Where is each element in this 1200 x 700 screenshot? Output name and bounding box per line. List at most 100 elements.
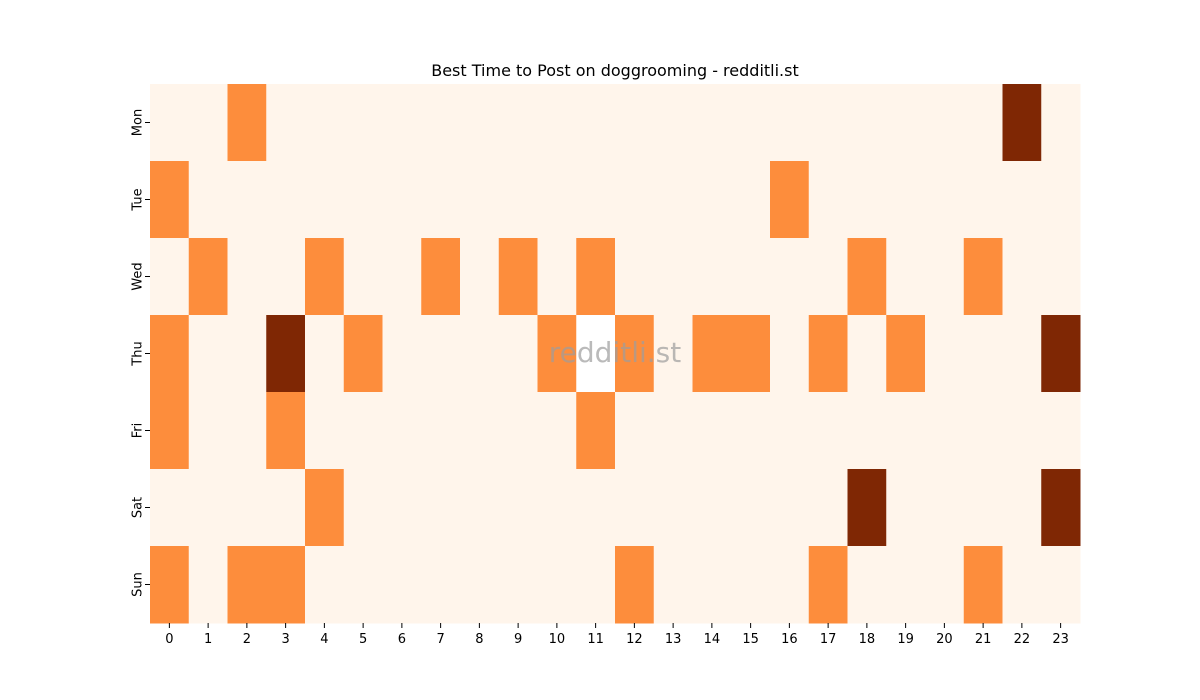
heatmap-cell-thu-4 xyxy=(305,315,345,393)
heatmap-cell-wed-3 xyxy=(266,238,306,316)
heatmap-cell-sat-16 xyxy=(770,469,810,547)
heatmap-cell-tue-17 xyxy=(808,161,848,239)
heatmap-cell-sat-0 xyxy=(150,469,190,547)
heatmap-cell-sun-13 xyxy=(653,546,693,624)
heatmap-cell-mon-2 xyxy=(227,84,267,162)
heatmap-cell-thu-23 xyxy=(1041,315,1081,393)
heatmap-cell-mon-20 xyxy=(925,84,965,162)
heatmap-cell-mon-19 xyxy=(886,84,926,162)
heatmap-cell-thu-5 xyxy=(343,315,383,393)
heatmap-cell-tue-11 xyxy=(576,161,616,239)
heatmap-cell-sun-7 xyxy=(421,546,461,624)
heatmap-cell-mon-16 xyxy=(770,84,810,162)
y-tick-label: Sat xyxy=(131,497,146,518)
heatmap-cell-sat-1 xyxy=(188,469,228,547)
heatmap-cell-mon-8 xyxy=(460,84,500,162)
heatmap-cell-sun-20 xyxy=(925,546,965,624)
heatmap-cell-thu-19 xyxy=(886,315,926,393)
watermark: redditli.st xyxy=(549,336,681,369)
heatmap-cell-wed-6 xyxy=(382,238,422,316)
heatmap-cell-wed-16 xyxy=(770,238,810,316)
heatmap-cell-sun-6 xyxy=(382,546,422,624)
heatmap-cell-sat-3 xyxy=(266,469,306,547)
heatmap-cell-fri-20 xyxy=(925,392,965,470)
heatmap-cell-fri-14 xyxy=(692,392,732,470)
heatmap-cell-tue-1 xyxy=(188,161,228,239)
heatmap-cell-fri-3 xyxy=(266,392,306,470)
heatmap-cell-sun-8 xyxy=(460,546,500,624)
heatmap-cell-thu-11 xyxy=(576,315,616,393)
heatmap-cell-mon-17 xyxy=(808,84,848,162)
heatmap-cell-sun-19 xyxy=(886,546,926,624)
heatmap-cell-sat-15 xyxy=(731,469,771,547)
heatmap-cell-sun-1 xyxy=(188,546,228,624)
heatmap-cell-sat-10 xyxy=(537,469,577,547)
heatmap-cell-tue-6 xyxy=(382,161,422,239)
heatmap-cell-sat-20 xyxy=(925,469,965,547)
heatmap-cell-wed-8 xyxy=(460,238,500,316)
heatmap-cell-sat-5 xyxy=(343,469,383,547)
heatmap-cell-sun-4 xyxy=(305,546,345,624)
heatmap-cell-tue-3 xyxy=(266,161,306,239)
heatmap-cell-tue-12 xyxy=(615,161,655,239)
heatmap-cell-thu-9 xyxy=(498,315,538,393)
heatmap-cell-mon-10 xyxy=(537,84,577,162)
heatmap-cell-tue-8 xyxy=(460,161,500,239)
heatmap-cell-mon-4 xyxy=(305,84,345,162)
heatmap-cell-thu-17 xyxy=(808,315,848,393)
heatmap-cell-thu-14 xyxy=(692,315,732,393)
heatmap-cell-wed-15 xyxy=(731,238,771,316)
heatmap-cell-wed-0 xyxy=(150,238,190,316)
heatmap-cell-wed-21 xyxy=(963,238,1003,316)
heatmap-cell-sat-14 xyxy=(692,469,732,547)
heatmap-cell-fri-9 xyxy=(498,392,538,470)
heatmap-cell-wed-11 xyxy=(576,238,616,316)
heatmap-cells xyxy=(150,84,1081,624)
heatmap-cell-mon-6 xyxy=(382,84,422,162)
heatmap-cell-tue-10 xyxy=(537,161,577,239)
heatmap-cell-sun-23 xyxy=(1041,546,1081,624)
x-tick-label: 2 xyxy=(243,632,251,647)
heatmap-cell-thu-7 xyxy=(421,315,461,393)
y-axis: Mon Tue Wed Thu Fri Sat Sun xyxy=(131,109,150,597)
heatmap-cell-fri-18 xyxy=(847,392,887,470)
heatmap-cell-sun-15 xyxy=(731,546,771,624)
heatmap-cell-thu-13 xyxy=(653,315,693,393)
heatmap-cell-fri-17 xyxy=(808,392,848,470)
heatmap-cell-mon-0 xyxy=(150,84,190,162)
heatmap-cell-sun-21 xyxy=(963,546,1003,624)
x-tick-label: 0 xyxy=(165,632,173,647)
heatmap-cell-fri-1 xyxy=(188,392,228,470)
x-tick-label: 4 xyxy=(320,632,328,647)
y-tick-label: Mon xyxy=(131,109,146,136)
heatmap-cell-sun-14 xyxy=(692,546,732,624)
heatmap-cell-sun-2 xyxy=(227,546,267,624)
heatmap-cell-wed-4 xyxy=(305,238,345,316)
heatmap-cell-sun-10 xyxy=(537,546,577,624)
heatmap-cell-fri-11 xyxy=(576,392,616,470)
x-axis: 0 1 2 3 4 5 6 7 8 9 10 11 12 13 14 15 16 17 18 19 20 21 22 23 xyxy=(165,623,1069,647)
heatmap-cell-mon-15 xyxy=(731,84,771,162)
x-tick-label: 7 xyxy=(436,632,444,647)
x-tick-label: 14 xyxy=(704,632,721,647)
heatmap-cell-wed-19 xyxy=(886,238,926,316)
heatmap-cell-wed-13 xyxy=(653,238,693,316)
heatmap-cell-fri-12 xyxy=(615,392,655,470)
heatmap-cell-tue-22 xyxy=(1002,161,1042,239)
heatmap-cell-sat-18 xyxy=(847,469,887,547)
heatmap-cell-fri-23 xyxy=(1041,392,1081,470)
x-tick-label: 18 xyxy=(859,632,876,647)
x-tick-label: 10 xyxy=(549,632,566,647)
heatmap-cell-mon-5 xyxy=(343,84,383,162)
heatmap-cell-tue-15 xyxy=(731,161,771,239)
y-tick-label: Thu xyxy=(131,341,146,366)
heatmap-cell-thu-18 xyxy=(847,315,887,393)
x-tick-label: 8 xyxy=(475,632,483,647)
heatmap-cell-wed-17 xyxy=(808,238,848,316)
heatmap-cell-mon-7 xyxy=(421,84,461,162)
heatmap-cell-fri-2 xyxy=(227,392,267,470)
heatmap-cell-tue-2 xyxy=(227,161,267,239)
heatmap-cell-sat-8 xyxy=(460,469,500,547)
x-tick-label: 12 xyxy=(626,632,643,647)
heatmap-cell-sun-18 xyxy=(847,546,887,624)
